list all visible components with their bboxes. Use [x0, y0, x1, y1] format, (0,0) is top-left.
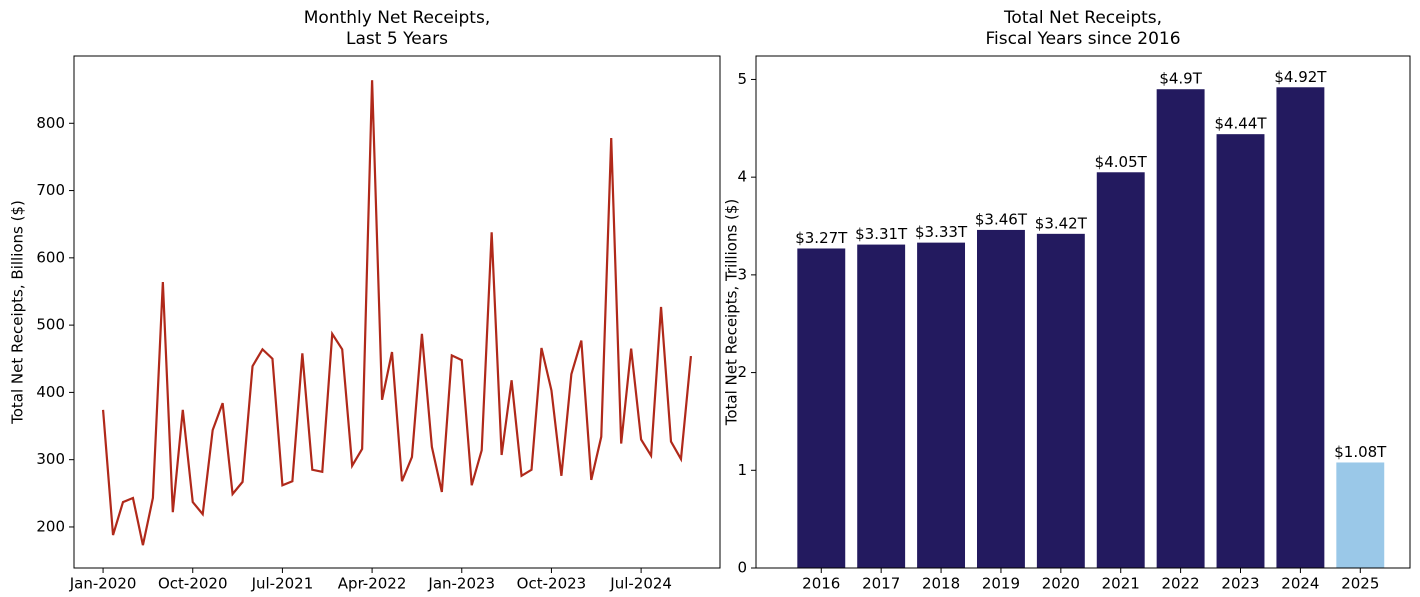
- y-tick-label: 1: [737, 461, 747, 479]
- data-label: $4.44T: [1214, 115, 1267, 133]
- x-tick-label: Apr-2022: [338, 575, 407, 593]
- y-tick-label: 3: [737, 265, 747, 283]
- bar: [976, 229, 1025, 569]
- x-tick-label: Jul-2021: [251, 575, 314, 593]
- chart-title: Fiscal Years since 2016: [985, 29, 1180, 49]
- data-label: $3.27T: [795, 229, 848, 247]
- bar: [797, 248, 846, 568]
- y-axis-label: Total Net Receipts, Billions ($): [9, 200, 27, 425]
- y-tick-label: 5: [737, 70, 747, 88]
- x-tick-label: 2021: [1102, 575, 1140, 593]
- y-tick-label: 300: [36, 450, 65, 468]
- plot-frame: [73, 55, 721, 569]
- y-tick-label: 800: [36, 114, 65, 132]
- data-label: $4.92T: [1274, 68, 1327, 86]
- bar: [857, 244, 906, 569]
- line-series: [101, 80, 693, 546]
- plot-frame: [755, 55, 1411, 569]
- data-label: $3.42T: [1035, 214, 1088, 232]
- x-tick-label: Jul-2024: [609, 575, 672, 593]
- data-label: $3.33T: [915, 223, 968, 241]
- y-tick-label: 700: [36, 181, 65, 199]
- data-label: $3.31T: [855, 225, 908, 243]
- y-tick-label: 600: [36, 248, 65, 266]
- y-tick-label: 200: [36, 517, 65, 535]
- x-tick-label: 2022: [1162, 575, 1200, 593]
- y-tick-label: 500: [36, 316, 65, 334]
- x-tick-label: 2018: [922, 575, 960, 593]
- x-tick-label: 2023: [1221, 575, 1259, 593]
- x-tick-label: Oct-2020: [158, 575, 228, 593]
- data-label: $1.08T: [1334, 443, 1387, 461]
- x-tick-label: 2019: [982, 575, 1020, 593]
- chart-title: Last 5 Years: [346, 29, 448, 49]
- x-tick-label: 2017: [862, 575, 900, 593]
- y-axis-label: Total Net Receipts, Trillions ($): [723, 199, 741, 427]
- bar: [1216, 134, 1265, 568]
- x-tick-label: 2024: [1281, 575, 1319, 593]
- bar: [1336, 462, 1385, 568]
- x-tick-label: Jan-2020: [69, 575, 137, 593]
- x-tick-label: Oct-2023: [517, 575, 587, 593]
- y-tick-label: 0: [737, 559, 747, 577]
- bar: [1036, 233, 1085, 568]
- data-label: $4.05T: [1095, 153, 1148, 171]
- y-tick-label: 400: [36, 383, 65, 401]
- x-tick-label: Jan-2023: [427, 575, 495, 593]
- chart-title: Monthly Net Receipts,: [304, 8, 490, 28]
- bar: [1276, 87, 1325, 568]
- chart: Total Net Receipts,Fiscal Years since 20…: [723, 8, 1411, 593]
- x-tick-label: 2020: [1042, 575, 1080, 593]
- bar: [1096, 172, 1145, 568]
- bar: [917, 242, 966, 568]
- x-tick-label: 2025: [1341, 575, 1379, 593]
- x-tick-label: 2016: [802, 575, 840, 593]
- data-label: $3.46T: [975, 210, 1028, 228]
- y-tick-label: 4: [737, 168, 747, 186]
- y-tick-label: 2: [737, 363, 747, 381]
- bar: [1156, 89, 1205, 568]
- data-label: $4.9T: [1159, 70, 1202, 88]
- chart: Monthly Net Receipts,Last 5 Years Total N…: [9, 8, 721, 593]
- chart-title: Total Net Receipts,: [1003, 8, 1162, 28]
